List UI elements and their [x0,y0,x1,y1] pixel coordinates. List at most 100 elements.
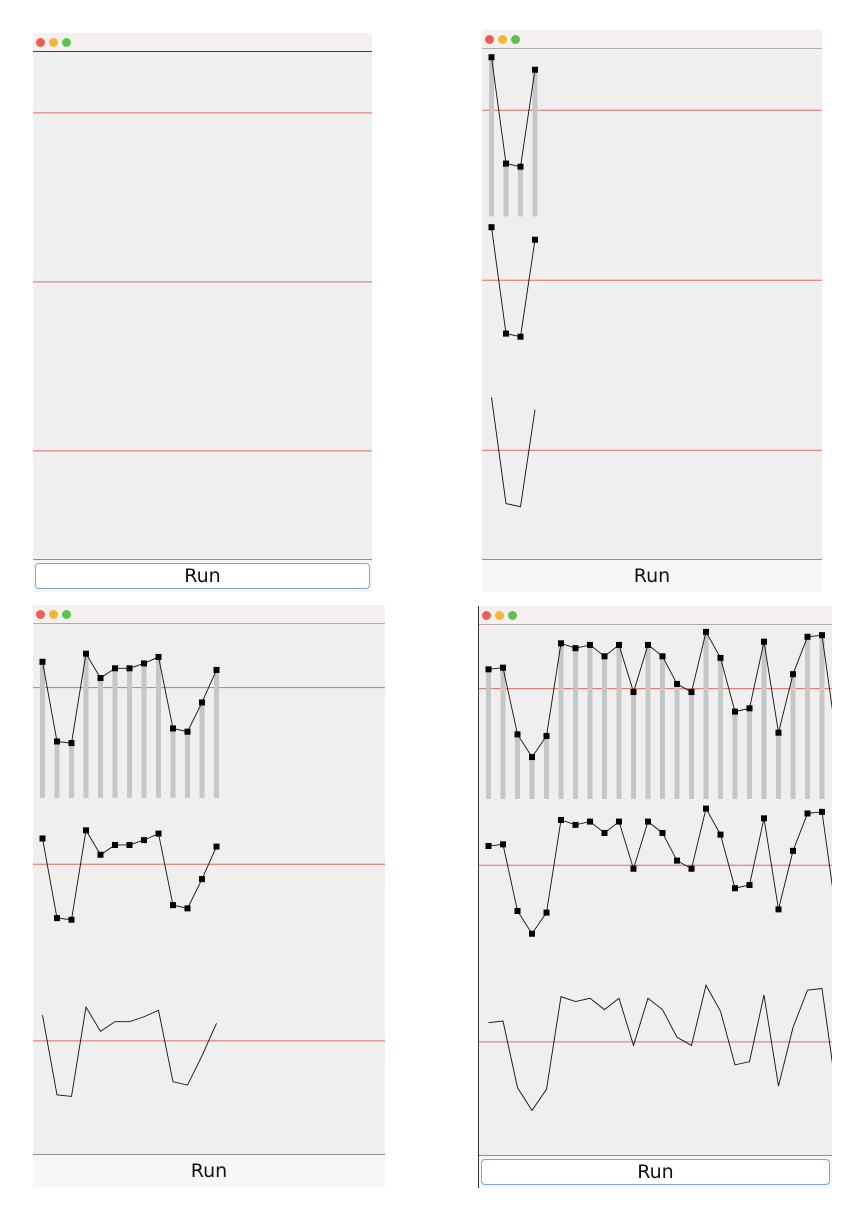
data-point [112,841,118,848]
data-point [572,821,579,828]
data-point [645,818,651,825]
bar [558,643,564,800]
title-bar [482,30,822,49]
data-point [500,664,506,671]
close-window-icon[interactable] [36,38,45,47]
data-point [601,829,608,836]
data-point [645,641,651,648]
data-point [170,902,176,909]
maximize-window-icon[interactable] [508,611,517,620]
close-window-icon[interactable] [482,611,491,620]
data-point [126,665,133,672]
data-point [746,705,753,712]
data-point [659,653,666,660]
series-line [488,984,832,1112]
data-point [184,905,191,912]
data-point [199,699,205,706]
bar [674,683,680,800]
run-bar: Run [482,559,822,592]
bar [112,668,118,799]
data-point [717,831,724,838]
plot-canvas [482,54,822,508]
data-point [674,857,680,864]
data-point [503,330,509,337]
minimize-window-icon[interactable] [495,611,504,620]
bar [486,669,491,800]
bar [532,69,538,217]
data-point [543,909,550,916]
data-point [532,236,538,243]
data-point [790,671,796,678]
bar [529,757,535,800]
minimize-window-icon[interactable] [49,610,58,619]
data-point [485,842,492,849]
title-bar [33,33,372,52]
bar [776,732,781,800]
title-bar [33,605,385,624]
maximize-window-icon[interactable] [62,610,71,619]
data-point [517,163,524,170]
data-point [804,633,811,640]
data-point [761,815,767,822]
bar [732,711,738,800]
close-window-icon[interactable] [485,35,494,44]
data-point [514,731,521,738]
bar [500,667,506,800]
data-point [558,640,564,647]
data-point [503,160,509,167]
series-line [488,807,832,935]
data-point [517,333,524,340]
data-point [529,754,535,761]
bar [54,741,60,799]
data-point [819,632,825,639]
data-point [703,805,709,812]
data-point [97,675,104,682]
bar [503,163,509,217]
data-point [126,841,133,848]
data-point [514,907,521,914]
run-button[interactable]: Run [35,563,370,589]
bar [518,166,523,217]
title-bar [479,606,832,625]
data-point [39,658,46,665]
data-point [587,641,593,648]
run-button[interactable]: Run [481,1159,830,1185]
bar [631,692,636,800]
data-point [39,835,46,842]
bar [98,678,103,799]
plot-canvas [33,112,372,452]
run-button[interactable]: Run [484,563,820,589]
run-button[interactable]: Run [35,1158,383,1184]
maximize-window-icon[interactable] [511,35,520,44]
data-point [141,660,147,667]
data-point [543,732,550,739]
data-point [761,638,767,645]
app-window-bottom-left: Run [33,605,385,1187]
data-point [488,224,495,231]
plot-canvas [33,650,385,1097]
data-point [790,847,796,854]
data-point [688,689,695,696]
data-point [155,830,162,837]
data-point [804,810,811,817]
data-point [199,876,205,883]
minimize-window-icon[interactable] [49,38,58,47]
data-point [54,915,60,922]
data-point [587,818,593,825]
bar [199,702,205,799]
bar [645,644,651,800]
data-point [732,885,738,892]
bar [489,57,494,217]
close-window-icon[interactable] [36,610,45,619]
bar [170,728,176,799]
app-window-top-right: Run [482,30,822,592]
minimize-window-icon[interactable] [498,35,507,44]
bar [747,708,752,800]
data-point [775,906,782,913]
data-point [83,650,89,657]
data-point [732,708,738,715]
bar [587,644,593,800]
run-bar: Run [33,559,372,592]
data-point [630,865,637,872]
maximize-window-icon[interactable] [62,38,71,47]
